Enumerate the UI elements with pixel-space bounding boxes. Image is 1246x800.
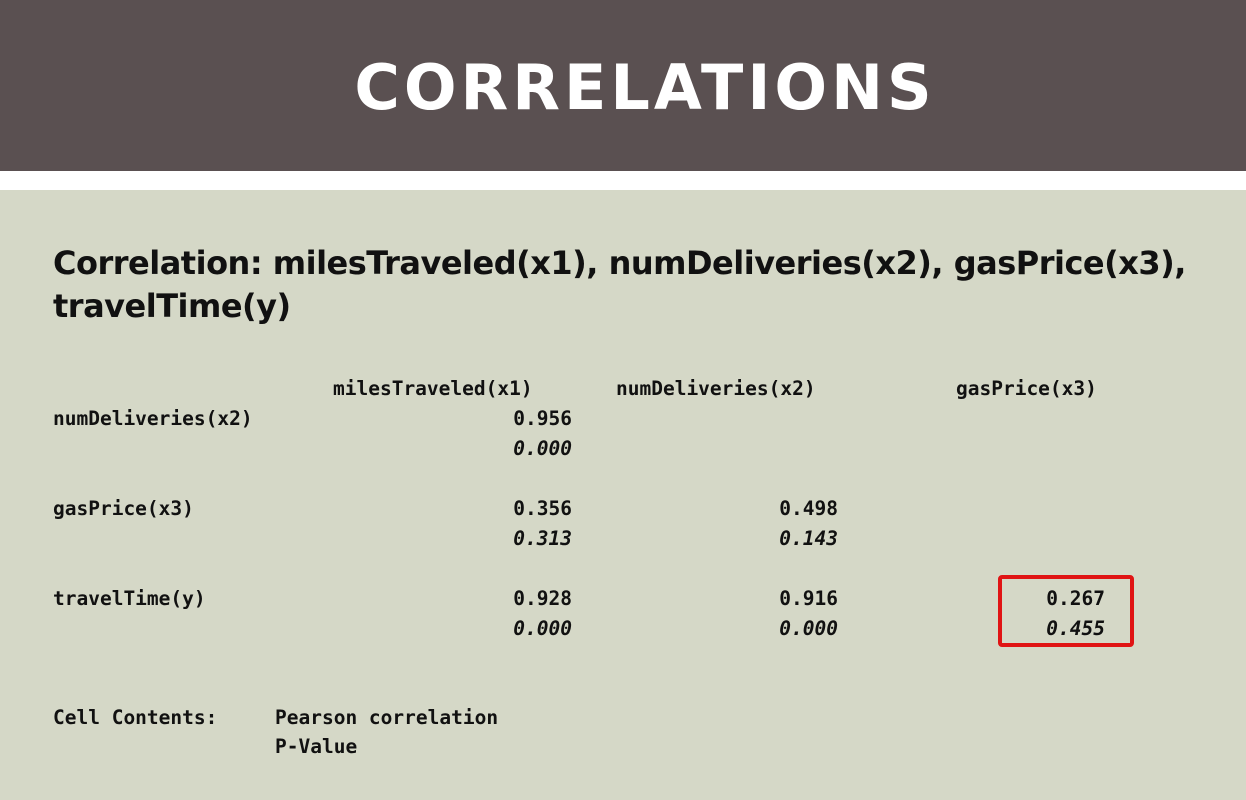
pearson-cell: 0.267 [1046,587,1105,610]
content-area [0,190,1246,800]
title-banner [0,0,1246,171]
pearson-cell: 0.498 [779,497,838,520]
cell-contents-line2: P-Value [275,735,358,758]
column-header-x1: milesTraveled(x1) [333,377,533,400]
slide-title: CORRELATIONS [354,51,936,124]
column-header-x3: gasPrice(x3) [956,377,1097,400]
pvalue-cell: 0.313 [513,527,572,550]
column-header-x2: numDeliveries(x2) [616,377,816,400]
pvalue-cell: 0.000 [513,437,572,460]
pvalue-cell: 0.000 [779,617,838,640]
divider-band [0,171,1246,190]
pearson-cell: 0.956 [513,407,572,430]
pvalue-cell: 0.455 [1046,617,1105,640]
pearson-cell: 0.928 [513,587,572,610]
row-label-y: travelTime(y) [53,587,206,610]
slide-subtitle: Correlation: milesTraveled(x1), numDeliv… [53,244,1186,325]
cell-contents-label: Cell Contents: [53,706,218,729]
pearson-cell: 0.356 [513,497,572,520]
row-label-x2: numDeliveries(x2) [53,407,253,430]
pvalue-cell: 0.000 [513,617,572,640]
row-label-x3: gasPrice(x3) [53,497,194,520]
pvalue-cell: 0.143 [779,527,838,550]
highlight-box [998,575,1134,647]
pearson-cell: 0.916 [779,587,838,610]
cell-contents-line1: Pearson correlation [275,706,499,729]
